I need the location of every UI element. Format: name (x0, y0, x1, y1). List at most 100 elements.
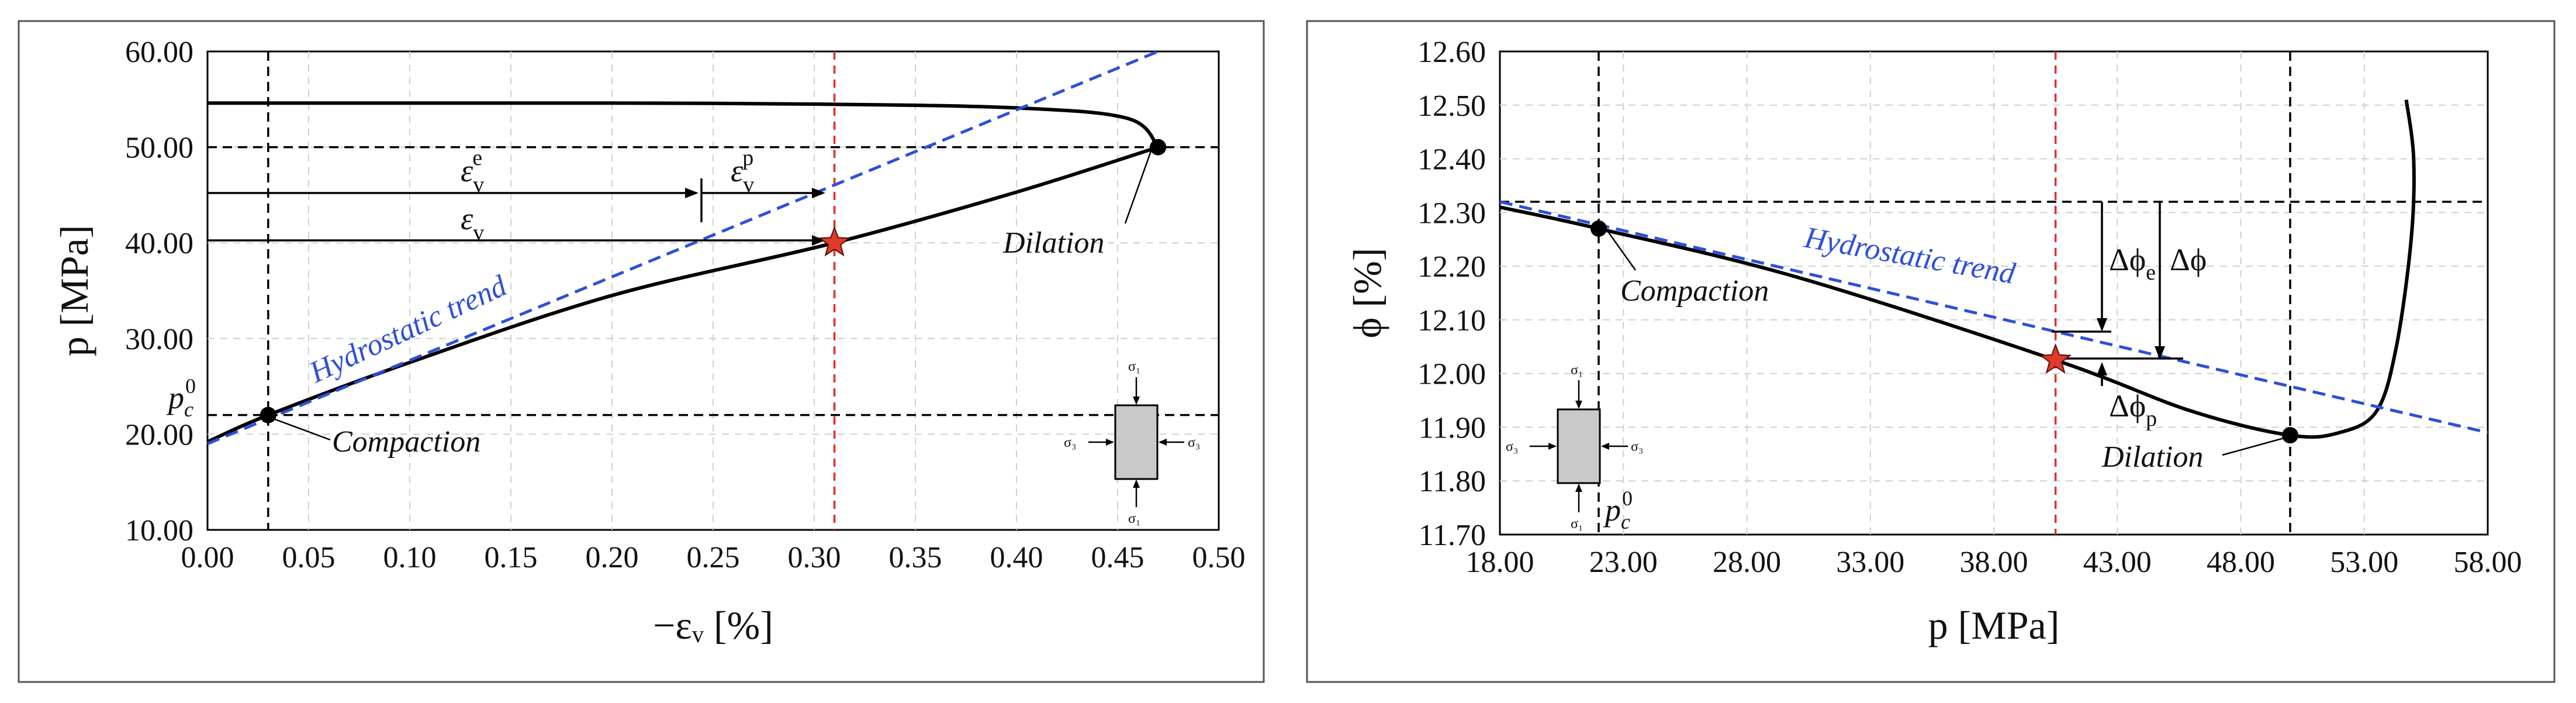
sample-block (1114, 404, 1159, 480)
x-axis-label: −εᵥ [%] (653, 603, 773, 647)
x-tick-label: 0.25 (687, 541, 740, 574)
porosity-change-arrows (2052, 202, 2183, 386)
sigma1-top-arrowhead (1575, 401, 1582, 409)
compaction-point (1590, 220, 1607, 237)
x-tick-label: 58.00 (2454, 546, 2522, 579)
x-tick-label: 18.00 (1466, 546, 1534, 579)
current-state-star (2039, 343, 2072, 374)
label-sup: 0 (1622, 487, 1633, 510)
y-tick-label: 12.30 (1417, 197, 1486, 230)
x-tick-label: 0.05 (282, 541, 336, 574)
label-sub: p (2146, 406, 2157, 431)
sigma3-left-arrowhead (1548, 443, 1557, 450)
sigma1-bottom-label: σ₁ (1571, 516, 1583, 532)
y-tick-label: 12.40 (1417, 143, 1486, 177)
y-tick-label: 11.70 (1419, 519, 1486, 552)
y-tick-label: 60.00 (125, 36, 193, 69)
x-tick-label: 0.35 (889, 541, 942, 574)
hydrostatic-trend-line (207, 50, 1159, 446)
x-tick-label: 0.10 (383, 541, 437, 574)
plastic-strain-label: εvp (731, 146, 754, 197)
label-main: Δϕ (2109, 388, 2146, 423)
y-tick-label: 11.80 (1419, 465, 1486, 498)
sigma1-bottom-label: σ₁ (1128, 511, 1140, 526)
chart-porosity: Δϕe Δϕ Δϕp Hydrostatic trend Compaction … (1306, 20, 2556, 683)
label-main: ε (731, 153, 744, 188)
sigma1-top-label: σ₁ (1128, 359, 1140, 374)
label-main: p (1603, 492, 1621, 528)
x-tick-label: 0.50 (1192, 541, 1246, 574)
compaction-label: Compaction (332, 425, 480, 459)
plastic-strain-arrowhead (812, 188, 825, 198)
total-porosity-label: Δϕ (2170, 242, 2207, 277)
x-tick-label: 0.15 (485, 541, 538, 574)
elastic-strain-label: εve (461, 146, 484, 197)
sigma1-top-arrowhead (1133, 397, 1140, 405)
dilation-label: Dilation (1002, 226, 1104, 260)
label-sub: v (473, 173, 484, 197)
marker-group (260, 139, 1167, 423)
label-sup: 0 (185, 374, 196, 398)
y-tick-label: 12.00 (1417, 358, 1486, 391)
sigma1-bottom-arrowhead (1133, 480, 1140, 488)
total-strain-arrowhead (812, 235, 825, 246)
y-tick-label: 10.00 (125, 514, 193, 547)
label-sup: e (472, 146, 482, 170)
x-tick-label: 33.00 (1836, 546, 1904, 579)
y-tick-label: 20.00 (125, 418, 193, 452)
x-tick-label: 23.00 (1589, 546, 1658, 579)
x-axis-label-text: p [MPa] (1928, 603, 2060, 647)
plastic-porosity-label: Δϕp (2109, 388, 2157, 431)
x-tick-label: 53.00 (2330, 546, 2398, 579)
y-axis-label: p [MPa] (52, 225, 96, 357)
x-tick-label: 48.00 (2207, 546, 2275, 579)
sigma3-right-label: σ₃ (1631, 439, 1643, 454)
plastic-porosity-arrowhead (2097, 362, 2107, 375)
sample-block (1557, 408, 1601, 484)
tick-labels: 0.00 0.05 0.10 0.15 0.20 0.25 0.30 0.35 0.40 0.45… (125, 36, 1246, 574)
chart-volumetric-strain: εve εvp εv Hydrostatic trend Compaction … (18, 20, 1265, 683)
x-tick-label: 0.45 (1091, 541, 1144, 574)
label-main: ε (461, 153, 473, 188)
compaction-leader (1605, 229, 1637, 271)
dilation-point (2282, 427, 2298, 444)
sigma3-right-label: σ₃ (1188, 435, 1200, 450)
triaxial-sample-icon: σ₁ σ₁ σ₃ σ₃ (1064, 359, 1200, 526)
y-tick-label: 12.60 (1417, 36, 1486, 69)
elastic-porosity-arrowhead (2097, 318, 2107, 332)
y-tick-label: 11.90 (1419, 411, 1486, 444)
label-sup: p (742, 146, 753, 170)
y-tick-label: 50.00 (125, 132, 193, 165)
label-sub: c (184, 398, 193, 421)
sigma1-bottom-arrowhead (1575, 484, 1582, 492)
reference-lines (208, 51, 1219, 530)
x-tick-label: 0.00 (181, 541, 234, 574)
preconsolidation-label: pc0 (166, 374, 196, 421)
marker-group (1590, 220, 2298, 444)
compaction-leader (267, 415, 331, 441)
y-tick-label: 12.50 (1417, 89, 1486, 123)
series-line (1499, 99, 2416, 439)
sigma3-left-label: σ₃ (1064, 435, 1076, 450)
label-main: p (166, 380, 184, 415)
elastic-porosity-label: Δϕe (2109, 242, 2156, 285)
dilation-leader (1124, 146, 1154, 224)
label-main: Δϕ (2109, 242, 2146, 277)
hydrostatic-trend-line (1499, 200, 2488, 435)
tick-labels: 18.00 23.00 28.00 33.00 38.00 43.00 48.00 53.00… (1417, 36, 2522, 579)
label-sub: c (1621, 510, 1630, 533)
elastic-strain-arrowhead (685, 188, 699, 198)
dilation-label: Dilation (2101, 440, 2203, 474)
sigma1-top-label: σ₁ (1571, 363, 1583, 378)
y-tick-label: 12.10 (1417, 304, 1486, 337)
dilation-leader (2222, 435, 2293, 456)
dilation-point (1150, 139, 1167, 156)
total-porosity-arrowhead (2155, 346, 2165, 360)
label-sub: v (743, 173, 754, 197)
preconsolidation-label: pc0 (1603, 487, 1633, 533)
y-tick-label: 30.00 (125, 323, 193, 356)
series-group (206, 50, 1160, 446)
compaction-point (260, 406, 276, 423)
compaction-label: Compaction (1620, 274, 1769, 308)
